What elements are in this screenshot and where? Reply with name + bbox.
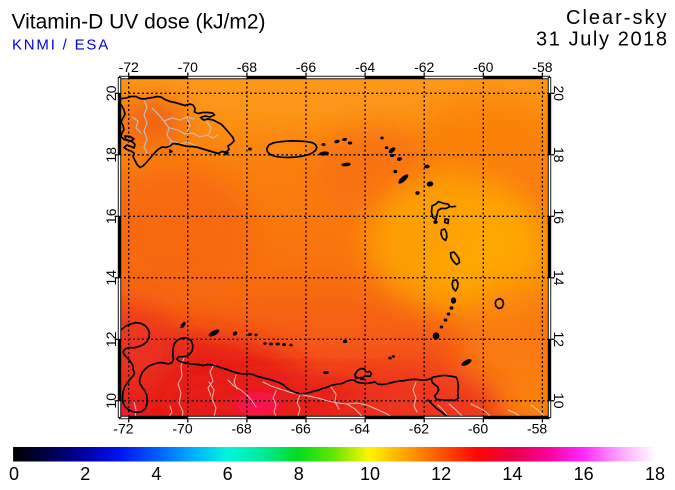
svg-text:31 July 2018: 31 July 2018 <box>536 29 669 51</box>
svg-text:6: 6 <box>223 464 233 484</box>
svg-text:20: 20 <box>103 85 119 101</box>
svg-text:16: 16 <box>551 209 567 225</box>
svg-text:-70: -70 <box>172 421 192 437</box>
svg-text:14: 14 <box>502 464 522 484</box>
svg-text:2: 2 <box>80 464 90 484</box>
svg-text:0: 0 <box>9 464 19 484</box>
svg-text:-62: -62 <box>409 421 429 437</box>
svg-text:20: 20 <box>551 86 567 102</box>
svg-text:12: 12 <box>103 331 119 347</box>
svg-text:12: 12 <box>551 332 567 348</box>
svg-text:-68: -68 <box>237 59 257 75</box>
svg-text:18: 18 <box>645 464 665 484</box>
svg-text:8: 8 <box>294 464 304 484</box>
svg-text:-62: -62 <box>414 59 434 75</box>
svg-text:10: 10 <box>551 393 567 409</box>
svg-text:-66: -66 <box>291 421 311 437</box>
svg-text:14: 14 <box>103 270 119 286</box>
svg-text:-68: -68 <box>231 421 251 437</box>
svg-text:18: 18 <box>103 147 119 163</box>
svg-text:16: 16 <box>103 208 119 224</box>
svg-text:-64: -64 <box>350 421 370 437</box>
svg-text:4: 4 <box>151 464 161 484</box>
svg-text:-72: -72 <box>119 59 139 75</box>
svg-text:-60: -60 <box>468 421 488 437</box>
svg-text:10: 10 <box>360 464 380 484</box>
svg-text:-60: -60 <box>473 59 493 75</box>
svg-text:16: 16 <box>574 464 594 484</box>
svg-text:-70: -70 <box>178 59 198 75</box>
svg-text:Clear-sky: Clear-sky <box>566 7 668 29</box>
svg-text:-58: -58 <box>527 421 547 437</box>
svg-text:10: 10 <box>103 393 119 409</box>
svg-text:-66: -66 <box>296 59 316 75</box>
svg-text:Vitamin-D UV dose (kJ/m2): Vitamin-D UV dose (kJ/m2) <box>12 11 266 34</box>
svg-text:12: 12 <box>431 464 451 484</box>
svg-text:18: 18 <box>551 147 567 163</box>
svg-text:14: 14 <box>551 270 567 286</box>
svg-text:-58: -58 <box>532 59 552 75</box>
svg-text:KNMI / ESA: KNMI / ESA <box>12 37 110 54</box>
svg-text:-72: -72 <box>113 421 133 437</box>
svg-text:-64: -64 <box>355 59 375 75</box>
